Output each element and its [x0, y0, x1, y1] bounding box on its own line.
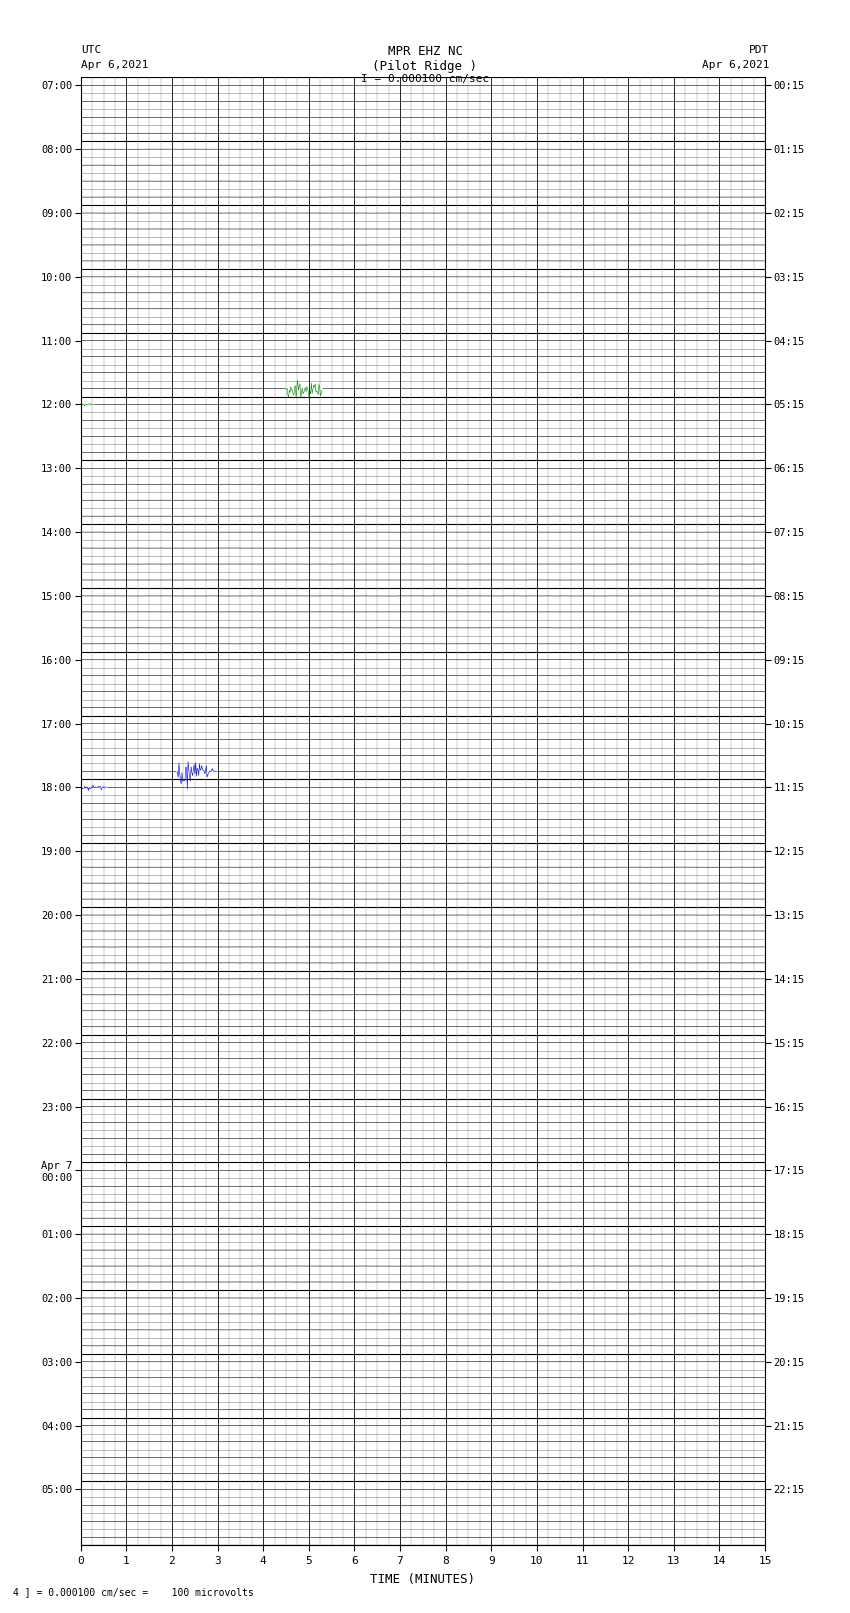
Text: I = 0.000100 cm/sec: I = 0.000100 cm/sec	[361, 74, 489, 84]
Text: UTC: UTC	[81, 45, 101, 55]
Text: Apr 6,2021: Apr 6,2021	[702, 60, 769, 69]
Text: MPR EHZ NC: MPR EHZ NC	[388, 45, 462, 58]
Text: (Pilot Ridge ): (Pilot Ridge )	[372, 60, 478, 73]
X-axis label: TIME (MINUTES): TIME (MINUTES)	[371, 1573, 475, 1586]
Text: Apr 6,2021: Apr 6,2021	[81, 60, 148, 69]
Text: 4 ] = 0.000100 cm/sec =    100 microvolts: 4 ] = 0.000100 cm/sec = 100 microvolts	[13, 1587, 253, 1597]
Text: PDT: PDT	[749, 45, 769, 55]
